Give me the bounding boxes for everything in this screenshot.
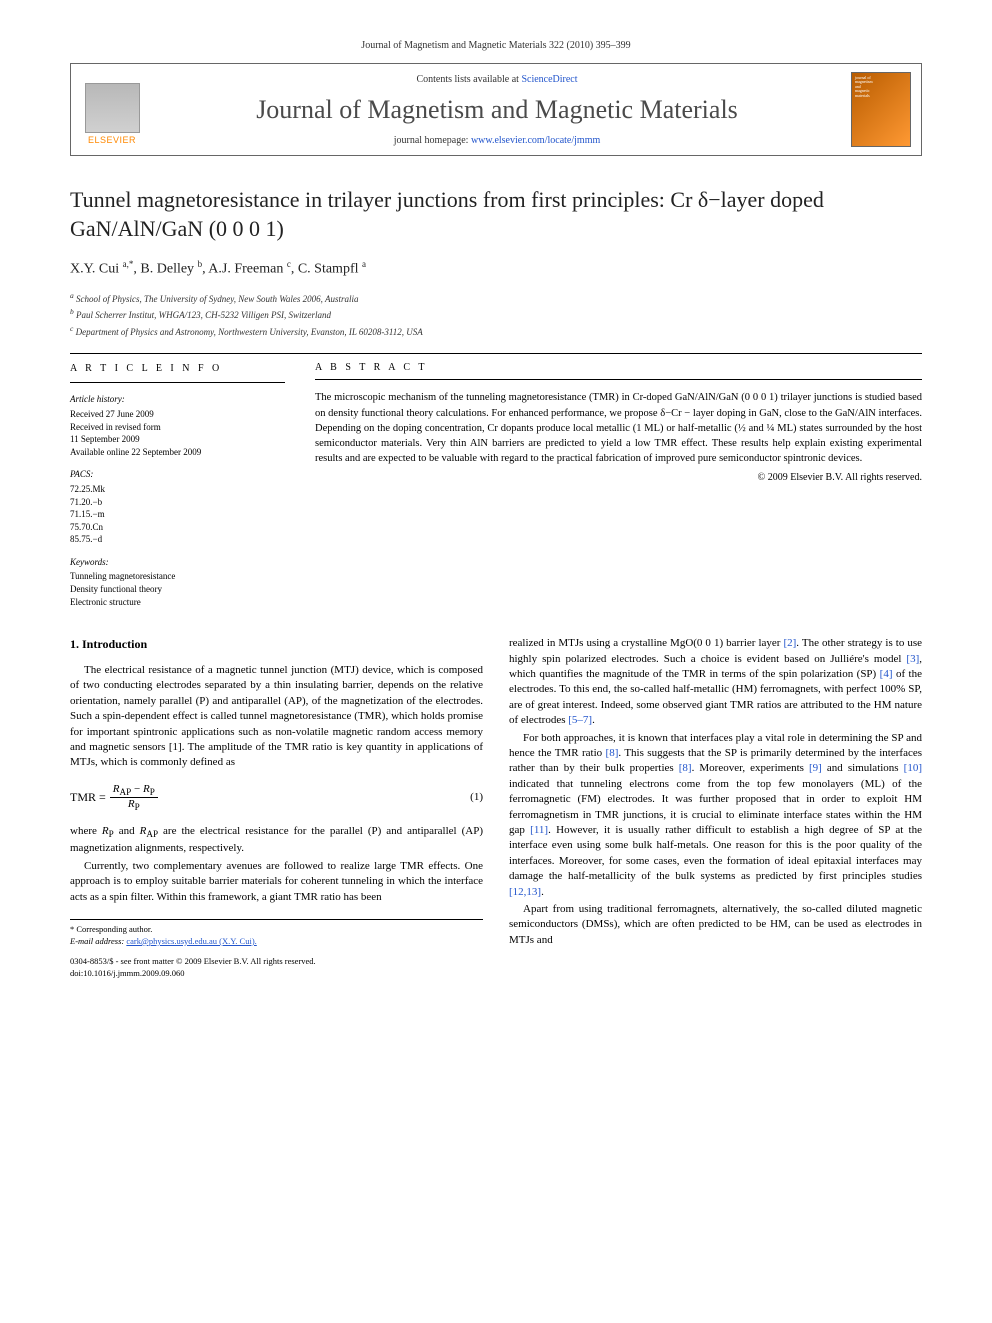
numerator: RAP − RP bbox=[110, 783, 158, 798]
running-header: Journal of Magnetism and Magnetic Materi… bbox=[70, 40, 922, 51]
body-two-column: 1. Introduction The electrical resistanc… bbox=[70, 636, 922, 979]
left-column: 1. Introduction The electrical resistanc… bbox=[70, 636, 483, 979]
contents-available-line: Contents lists available at ScienceDirec… bbox=[153, 74, 841, 85]
paragraph: Currently, two complementary avenues are… bbox=[70, 859, 483, 905]
pacs-code: 71.15.−m bbox=[70, 508, 285, 521]
paragraph: realized in MTJs using a crystalline MgO… bbox=[509, 636, 922, 728]
paragraph: The electrical resistance of a magnetic … bbox=[70, 663, 483, 771]
keyword: Density functional theory bbox=[70, 583, 285, 596]
journal-cover-thumbnail: journal ofmagnetismandmagneticmaterials bbox=[851, 72, 911, 147]
history-line: Available online 22 September 2009 bbox=[70, 446, 285, 459]
corresponding-author-note: * Corresponding author. bbox=[70, 924, 483, 936]
equation-number: (1) bbox=[470, 790, 483, 805]
pacs-code: 75.70.Cn bbox=[70, 521, 285, 534]
denominator: RP bbox=[125, 798, 143, 812]
paragraph: where RP and RAP are the electrical resi… bbox=[70, 824, 483, 856]
paragraph: For both approaches, it is known that in… bbox=[509, 731, 922, 900]
history-line: Received in revised form bbox=[70, 421, 285, 434]
abstract-heading: A B S T R A C T bbox=[315, 354, 922, 380]
authors-line: X.Y. Cui a,*, B. Delley b, A.J. Freeman … bbox=[70, 259, 922, 278]
keyword: Tunneling magnetoresistance bbox=[70, 570, 285, 583]
affiliation-a: a School of Physics, The University of S… bbox=[70, 290, 922, 307]
pacs-code: 71.20.−b bbox=[70, 496, 285, 509]
keyword: Electronic structure bbox=[70, 596, 285, 609]
doi-line: doi:10.1016/j.jmmm.2009.09.060 bbox=[70, 968, 483, 980]
equation-body: TMR = RAP − RP RP bbox=[70, 783, 158, 813]
journal-homepage-link[interactable]: www.elsevier.com/locate/jmmm bbox=[471, 135, 600, 146]
eq-lhs: TMR = bbox=[70, 789, 106, 806]
doi-block: 0304-8853/$ - see front matter © 2009 El… bbox=[70, 956, 483, 980]
article-title: Tunnel magnetoresistance in trilayer jun… bbox=[70, 186, 922, 243]
abstract-copyright: © 2009 Elsevier B.V. All rights reserved… bbox=[315, 472, 922, 483]
keywords-label: Keywords: bbox=[70, 556, 285, 569]
paragraph: Apart from using traditional ferromagnet… bbox=[509, 902, 922, 948]
affiliation-b: b Paul Scherrer Institut, WHGA/123, CH-5… bbox=[70, 306, 922, 323]
elsevier-tree-icon bbox=[85, 83, 140, 133]
history-line: Received 27 June 2009 bbox=[70, 408, 285, 421]
journal-homepage-line: journal homepage: www.elsevier.com/locat… bbox=[153, 135, 841, 146]
abstract-text: The microscopic mechanism of the tunneli… bbox=[315, 390, 922, 466]
pacs-code: 85.75.−d bbox=[70, 533, 285, 546]
sciencedirect-link[interactable]: ScienceDirect bbox=[521, 74, 577, 85]
fraction: RAP − RP RP bbox=[110, 783, 158, 813]
homepage-prefix: journal homepage: bbox=[394, 135, 471, 146]
email-line: E-mail address: cark@physics.usyd.edu.au… bbox=[70, 936, 483, 948]
section-1-heading: 1. Introduction bbox=[70, 636, 483, 653]
pacs-label: PACS: bbox=[70, 468, 285, 481]
pacs-code: 72.25.Mk bbox=[70, 483, 285, 496]
footnote-block: * Corresponding author. E-mail address: … bbox=[70, 919, 483, 948]
history-label: Article history: bbox=[70, 393, 285, 406]
info-abstract-row: A R T I C L E I N F O Article history: R… bbox=[70, 353, 922, 608]
right-column: realized in MTJs using a crystalline MgO… bbox=[509, 636, 922, 979]
equation-1: TMR = RAP − RP RP (1) bbox=[70, 783, 483, 813]
history-line: 11 September 2009 bbox=[70, 433, 285, 446]
masthead-center: Contents lists available at ScienceDirec… bbox=[153, 74, 841, 146]
email-label: E-mail address: bbox=[70, 936, 124, 946]
front-matter-line: 0304-8853/$ - see front matter © 2009 El… bbox=[70, 956, 483, 968]
publisher-name: ELSEVIER bbox=[88, 135, 136, 145]
journal-title: Journal of Magnetism and Magnetic Materi… bbox=[153, 95, 841, 125]
abstract-block: A B S T R A C T The microscopic mechanis… bbox=[315, 354, 922, 608]
article-info-heading: A R T I C L E I N F O bbox=[70, 354, 285, 383]
affiliation-c: c Department of Physics and Astronomy, N… bbox=[70, 323, 922, 340]
journal-masthead: ELSEVIER Contents lists available at Sci… bbox=[70, 63, 922, 156]
contents-prefix: Contents lists available at bbox=[416, 74, 521, 85]
author-email-link[interactable]: cark@physics.usyd.edu.au (X.Y. Cui). bbox=[126, 936, 256, 946]
publisher-logo: ELSEVIER bbox=[81, 75, 143, 145]
article-info-block: A R T I C L E I N F O Article history: R… bbox=[70, 354, 285, 608]
affiliations: a School of Physics, The University of S… bbox=[70, 290, 922, 340]
